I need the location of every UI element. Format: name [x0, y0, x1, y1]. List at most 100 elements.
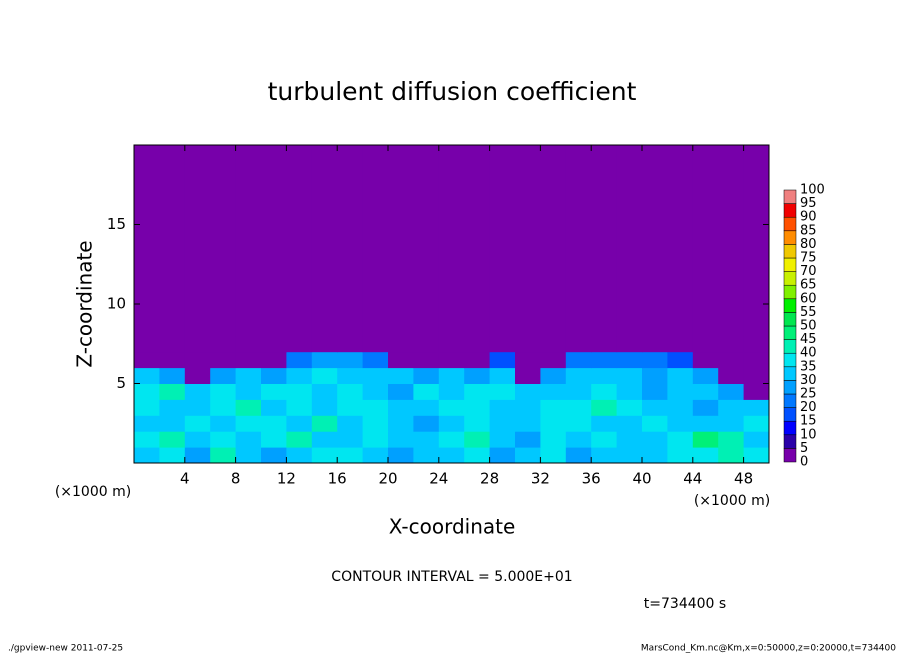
cell: [337, 431, 364, 448]
colorbar-label: 35: [800, 359, 817, 374]
cell: [489, 335, 516, 353]
cell: [362, 145, 389, 337]
cell: [616, 335, 643, 353]
cell: [591, 335, 618, 353]
cell: [616, 367, 643, 384]
colorbar-label: 30: [800, 373, 817, 388]
cell: [388, 399, 414, 416]
cell: [692, 383, 719, 400]
cell: [565, 145, 592, 337]
cell: [134, 447, 160, 464]
cell: [134, 431, 160, 448]
cell: [718, 447, 745, 464]
cell: [515, 145, 541, 337]
chart-title: turbulent diffusion coefficient: [268, 77, 637, 106]
cell: [438, 399, 465, 416]
cell: [159, 415, 186, 432]
x-tick-label: 12: [277, 470, 296, 488]
cell: [261, 415, 287, 432]
colorbar-segment: [783, 244, 797, 259]
cell: [515, 431, 541, 448]
y-tick-label: 5: [116, 374, 126, 392]
cell: [438, 335, 465, 353]
cell: [591, 447, 618, 464]
cell: [362, 335, 389, 353]
y-unit: (×1000 m): [55, 484, 131, 500]
cell: [591, 383, 618, 400]
cell: [159, 145, 186, 337]
colorbar-segment: [783, 216, 797, 232]
x-tick-label: 16: [328, 470, 347, 488]
field: [134, 145, 770, 464]
footer-right: MarsCond_Km.nc@Km,x=0:50000,z=0:20000,t=…: [641, 644, 896, 654]
colorbar-segment: [783, 407, 797, 422]
cell: [642, 399, 668, 416]
cell: [616, 145, 643, 337]
cell: [616, 431, 643, 448]
cell: [489, 367, 516, 384]
cell: [286, 351, 313, 369]
cell: [718, 399, 745, 416]
cell: [464, 145, 491, 337]
cell: [184, 383, 211, 400]
cell: [388, 145, 414, 337]
colorbar-label: 5: [800, 441, 808, 456]
x-tick-label: 32: [531, 470, 550, 488]
cell: [667, 415, 694, 432]
cell: [261, 367, 287, 384]
colorbar-segment: [783, 366, 797, 381]
cell: [438, 145, 465, 337]
cell: [210, 447, 237, 464]
colorbar-label: 95: [800, 196, 817, 211]
colorbar-segment: [783, 271, 797, 286]
cell: [464, 431, 491, 448]
cell: [362, 431, 389, 448]
cell: [413, 351, 440, 369]
cell: [489, 447, 516, 464]
cell: [438, 383, 465, 400]
cell: [667, 383, 694, 400]
cell: [464, 415, 491, 432]
x-tick-label: 24: [429, 470, 448, 488]
cell: [311, 383, 338, 400]
colorbar-segment: [783, 312, 797, 327]
cell: [286, 335, 313, 353]
cell: [667, 399, 694, 416]
cell: [210, 431, 237, 448]
cell: [464, 447, 491, 464]
cell: [692, 351, 719, 369]
cell: [692, 367, 719, 384]
cell: [159, 383, 186, 400]
cell: [184, 367, 211, 384]
cell: [438, 367, 465, 384]
cell: [565, 447, 592, 464]
cell: [667, 335, 694, 353]
cell: [210, 335, 237, 353]
cell: [286, 431, 313, 448]
cell: [718, 335, 745, 353]
cell: [718, 367, 745, 384]
cell: [565, 431, 592, 448]
cell: [565, 415, 592, 432]
colorbar-segment: [783, 448, 797, 463]
x-tick-label: 8: [231, 470, 241, 488]
cell: [591, 145, 618, 337]
colorbar-segment: [783, 420, 797, 436]
cell: [540, 399, 567, 416]
cell: [743, 351, 770, 369]
cell: [540, 447, 567, 464]
colorbar-label: 10: [800, 427, 817, 442]
cell: [235, 335, 262, 353]
cell: [464, 383, 491, 400]
cell: [235, 431, 262, 448]
x-tick-label: 40: [632, 470, 651, 488]
cell: [286, 447, 313, 464]
cell: [413, 399, 440, 416]
cell: [464, 367, 491, 384]
cell: [210, 145, 237, 337]
cell: [184, 399, 211, 416]
colorbar-segment: [783, 203, 797, 218]
cell: [159, 351, 186, 369]
x-tick-label: 20: [378, 470, 397, 488]
x-tick-label: 44: [683, 470, 702, 488]
